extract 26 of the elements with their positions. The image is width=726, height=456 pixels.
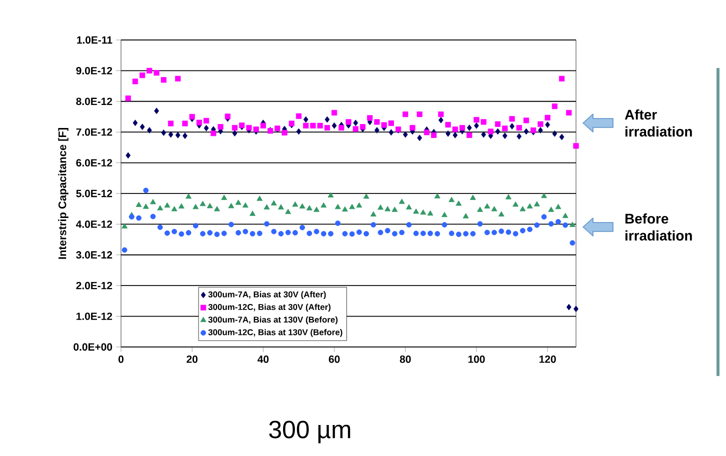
y-tick-label: 1.0E-12 [76, 312, 112, 320]
x-tick-label: 100 [468, 356, 485, 363]
x-tick-label: 80 [400, 356, 411, 363]
x-tick-label: 60 [328, 356, 340, 363]
y-tick-label: 3.0E-12 [76, 251, 112, 259]
y-tick-label: 1.0E-11 [77, 36, 112, 44]
text: After irradiation [624, 109, 692, 137]
y-tick-label: 9.0E-12 [76, 66, 112, 74]
y-tick-label: 0.0E+00 [74, 343, 112, 351]
x-tick-label: 40 [258, 356, 269, 363]
legend-label: 300um-7A, Bias at 30V (After) [208, 291, 326, 300]
text: Before irradiation [625, 213, 692, 241]
legend-label: 300um-12C, Bias at 30V (After) [208, 304, 330, 312]
y-tick-label: 2.0E-12 [76, 282, 112, 290]
y-tick-label: 7.0E-12 [76, 128, 112, 136]
legend-label: 300um-7A, Bias at 130V (Before) [208, 316, 338, 324]
y-tick-label: 8.0E-12 [76, 98, 112, 106]
y-axis-title: Interstrip Capacitance [F] [58, 128, 68, 259]
y-tick-label: 6.0E-12 [76, 159, 112, 166]
y-tick-label: 5.0E-12 [76, 190, 112, 198]
x-tick-label: 0 [118, 356, 124, 363]
legend-label: 300um-12C, Bias at 130V (Before) [208, 329, 342, 337]
x-tick-label: 20 [186, 356, 198, 363]
y-tick-label: 4.0E-12 [76, 220, 112, 228]
x-tick-label: 120 [540, 356, 556, 363]
text: 300 µm [269, 420, 350, 444]
